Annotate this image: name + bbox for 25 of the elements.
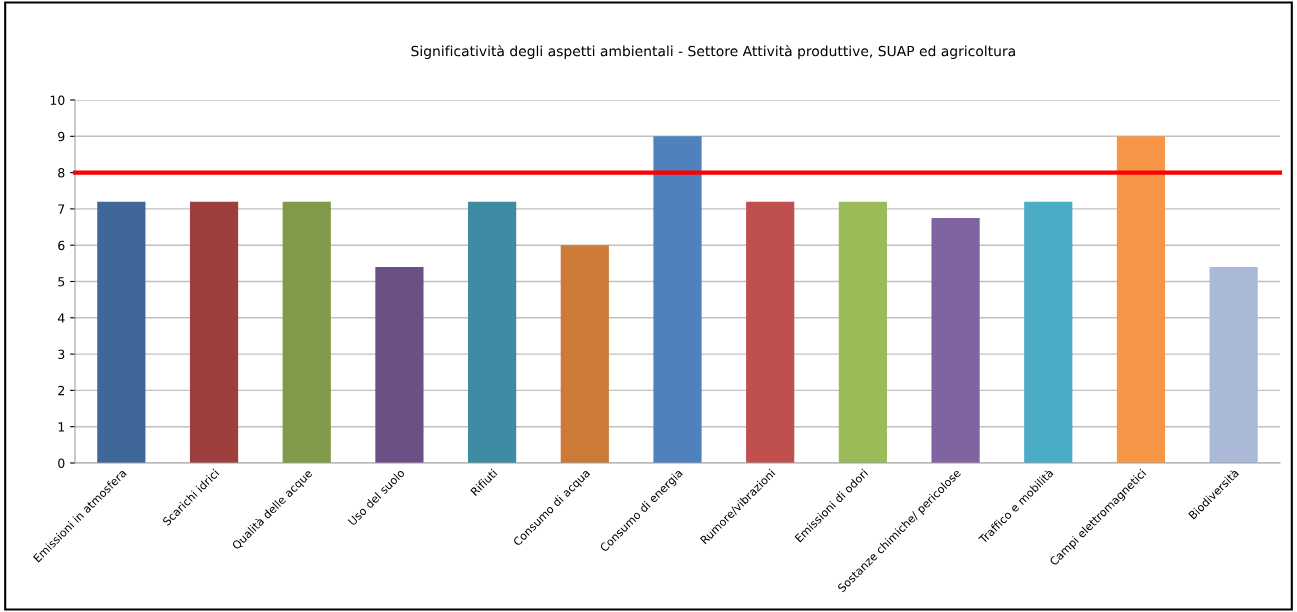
bar xyxy=(653,136,702,463)
bar xyxy=(282,201,331,463)
y-tick-label: 8 xyxy=(58,168,65,178)
y-tick-label: 2 xyxy=(58,385,65,396)
bar xyxy=(1024,201,1073,463)
chart-title: Significatività degli aspetti ambientali - Settore Attività produttive, SUAP ed agricoltura xyxy=(411,45,1015,59)
y-tick-label: 1 xyxy=(58,422,65,432)
bar xyxy=(838,201,887,463)
y-tick-label: 9 xyxy=(58,131,65,142)
bar xyxy=(931,217,980,463)
y-tick-label: 5 xyxy=(58,277,65,287)
y-tick-label: 0 xyxy=(58,458,65,468)
y-tick-label: 10 xyxy=(50,95,65,105)
bar xyxy=(1116,136,1166,463)
y-tick-label: 4 xyxy=(57,313,65,323)
bar xyxy=(746,201,795,463)
bar xyxy=(468,201,517,463)
y-tick-label: 6 xyxy=(58,240,65,251)
bar xyxy=(560,245,609,463)
bar xyxy=(97,201,146,463)
bar xyxy=(189,201,239,463)
y-tick-label: 3 xyxy=(58,349,65,360)
bar xyxy=(1209,266,1258,463)
bar xyxy=(375,266,424,463)
y-tick-label: 7 xyxy=(58,204,65,214)
